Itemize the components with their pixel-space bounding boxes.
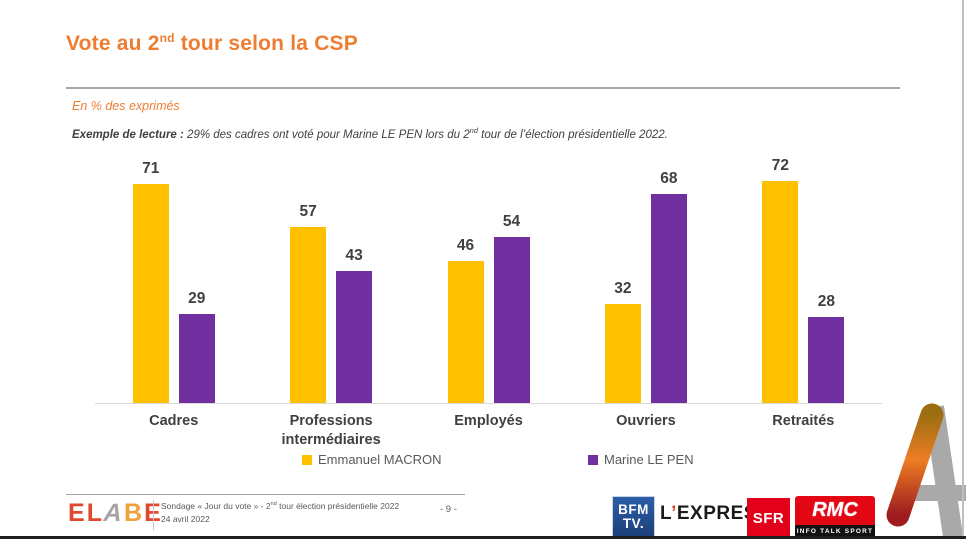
bar-emmanuel-macron: 71 [132,160,169,403]
bar-group: 32 68 [567,155,724,403]
legend-label-lepen: Marine LE PEN [604,452,694,467]
title-superscript: nd [159,31,175,45]
category-label: Ouvriers [616,413,676,429]
slide-right-edge-line [962,0,964,536]
bar-value-label: 71 [142,160,160,177]
source-line-2: 24 avril 2022 [161,514,210,525]
bar-group: 71 29 [95,155,252,403]
bar-value-label: 32 [614,280,632,297]
plot-area: 71 29 57 43 46 54 32 68 72 28 [95,155,882,404]
rmc-logo-tagline: INFO TALK SPORT [795,525,875,538]
bfmtv-logo-line1: BFM [618,501,649,517]
legend-label-macron: Emmanuel MACRON [318,452,442,467]
rmc-logo: RMC INFO TALK SPORT [795,496,875,538]
bar-emmanuel-macron: 57 [290,203,327,403]
bar-value-label: 57 [299,203,317,220]
rmc-logo-word: RMC [812,499,858,521]
page-title: Vote au 2nd tour selon la CSP [66,31,358,55]
source-line-1: Sondage « Jour du vote » - 2nd tour élec… [161,501,400,511]
bar-value-label: 46 [456,237,475,254]
legend-swatch-lepen [588,454,598,465]
sfr-logo: SFR [747,498,790,538]
elabe-logo-letter: L [86,499,104,527]
elabe-logo-letter: E [144,499,163,527]
bar-emmanuel-macron: 72 [762,157,799,403]
elabe-logo-letter: E [68,499,87,527]
bar-marine-le-pen: 29 [178,290,215,403]
category-label: Retraités [772,413,835,429]
bfmtv-logo: BFM TV. [612,496,655,538]
bar-marine-le-pen: 43 [336,247,373,403]
bar-emmanuel-macron: 32 [604,280,641,403]
bar-group: 46 54 [410,155,567,403]
bar-value-label: 28 [817,293,835,310]
category-label: Employés [454,413,523,429]
elabe-brand-a-mark [886,403,966,536]
footer-divider [66,494,465,495]
page-number: - 9 - [440,504,457,515]
category-label: Professions intermédiaires [281,413,381,448]
legend-item-lepen: Marine LE PEN [588,452,694,467]
bar-group: 57 43 [252,155,409,403]
slide-bottom-bar [0,536,966,539]
title-divider [66,87,900,89]
elabe-logo-letter: B [124,499,145,527]
bar-marine-le-pen: 28 [808,293,845,403]
bar-emmanuel-macron: 46 [447,237,484,403]
bar-value-label: 29 [188,290,206,307]
bar-value-label: 68 [660,170,678,187]
bar-marine-le-pen: 68 [650,170,687,403]
category-label: Cadres [149,413,199,429]
elabe-logo: ELABE [68,499,163,527]
bar-value-label: 72 [771,157,789,174]
category-labels: Cadres Professions intermédiaires Employés… [95,412,882,450]
legend-item-macron: Emmanuel MACRON [302,452,442,467]
bar-group: 72 28 [725,155,882,403]
source-note: Sondage « Jour du vote » - 2nd tour élec… [161,500,399,526]
bfmtv-logo-line2: TV. [622,516,645,531]
footer-separator-line [153,500,154,530]
legend-swatch-macron [302,454,312,465]
bar-value-label: 43 [345,247,363,264]
bar-value-label: 54 [502,213,521,230]
chart-unit-note: En % des exprimés [72,99,180,113]
bar-marine-le-pen: 54 [493,213,530,403]
lexpress-logo: L’EXPRESS [660,503,771,524]
reading-example-note: Exemple de lecture : 29% des cadres ont … [72,126,668,141]
